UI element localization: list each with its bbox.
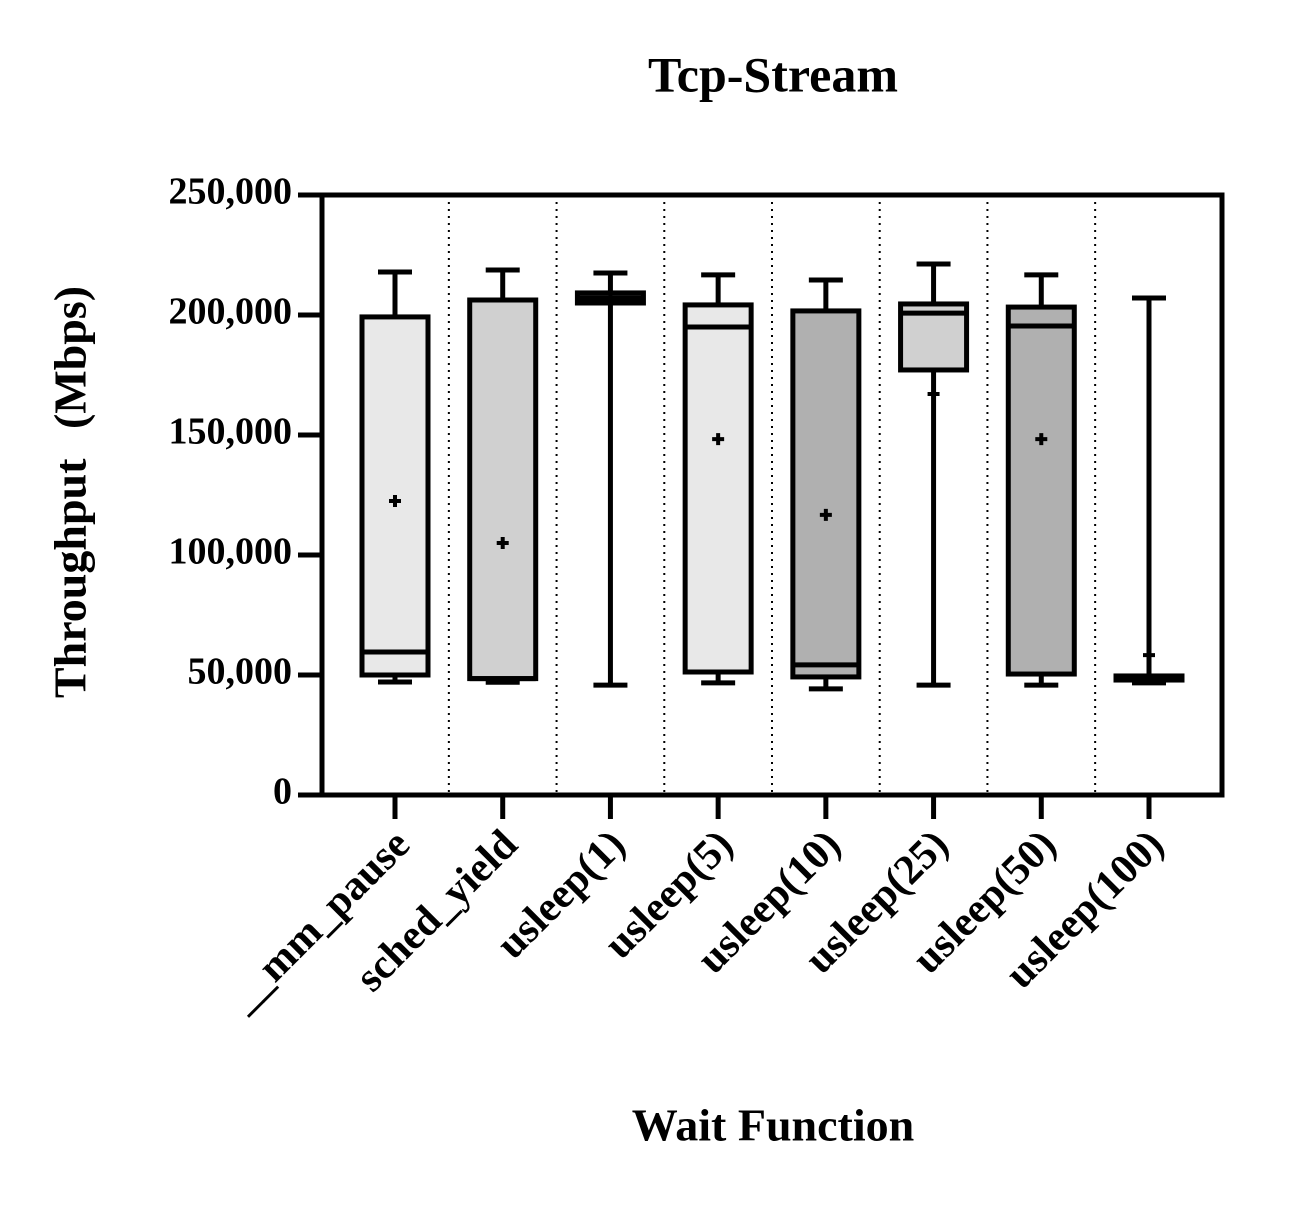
- chart-title: Tcp-Stream: [648, 46, 898, 102]
- y-tick-label: 200,000: [169, 291, 293, 333]
- y-tick-label: 150,000: [169, 411, 293, 453]
- x-axis-title: Wait Function: [632, 1100, 914, 1151]
- y-tick-label: 50,000: [188, 651, 293, 693]
- y-tick-label: 100,000: [169, 531, 293, 573]
- plot-frame: [319, 192, 1225, 798]
- mean-marker: [1035, 433, 1048, 446]
- mean-marker: [927, 387, 940, 400]
- mean-marker: [819, 508, 832, 521]
- y-tick-label: 250,000: [169, 171, 293, 213]
- y-axis-title: Throughput (Mbps): [45, 286, 96, 698]
- mean-marker: [389, 495, 401, 507]
- y-tick-label: 0: [273, 771, 292, 813]
- box: [467, 297, 539, 682]
- mean-marker: [496, 537, 509, 549]
- box: [1005, 304, 1077, 677]
- mean-marker: [604, 292, 617, 305]
- box: [790, 308, 862, 680]
- box: [682, 302, 754, 675]
- mean-marker: [1143, 649, 1155, 662]
- mean-marker: [712, 433, 725, 446]
